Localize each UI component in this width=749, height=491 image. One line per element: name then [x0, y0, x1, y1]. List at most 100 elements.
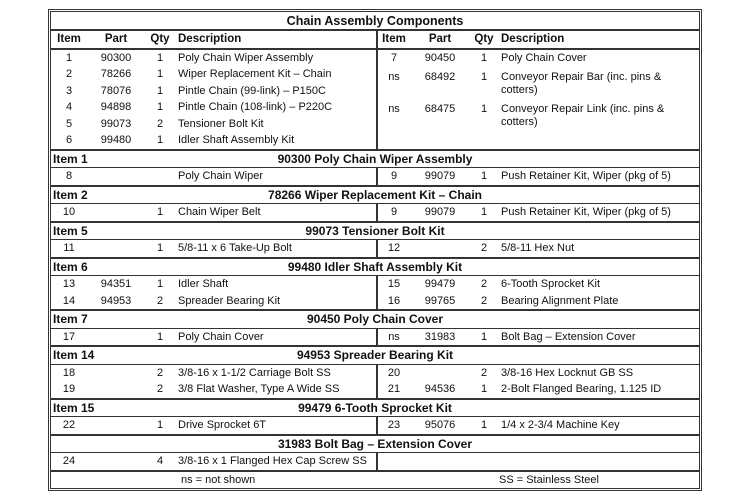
- cell-qty: 1: [156, 84, 164, 97]
- table-row: 18 2 3/8-16 x 1-1/2 Carriage Bolt SS 20 2 3/8…: [51, 364, 699, 381]
- cell-part: 99079: [424, 206, 456, 219]
- cell-desc: Conveyor Repair Link (inc. pins & cotter…: [501, 102, 665, 128]
- cell-part: 78076: [100, 84, 132, 97]
- cell-desc: 3/8 Flat Washer, Type A Wide SS: [178, 383, 340, 396]
- table-row: ns 68475 1 Conveyor Repair Link (inc. pins …: [378, 101, 699, 133]
- cell-desc: Drive Sprocket 6T: [178, 419, 267, 432]
- table-row: 13 94351 1 Idler Shaft 15 99479 2 6-Tooth Sproc…: [51, 276, 699, 293]
- section-header: Item 14 94953 Spreader Bearing Kit: [51, 347, 699, 365]
- cell-part: 90300: [100, 51, 132, 64]
- table-row: 11 1 5/8-11 x 6 Take-Up Bolt 12 2 5/8-11 Hex …: [51, 240, 699, 257]
- cell-part: 94536: [424, 383, 456, 396]
- chain-assembly-components-table: Chain Assembly Components Item Part Qty …: [48, 9, 702, 491]
- header-description: Description: [501, 33, 565, 46]
- section-title: 90300 Poly Chain Wiper Assembly: [277, 151, 473, 166]
- cell-desc: Spreader Bearing Kit: [178, 294, 281, 307]
- section-title: 99073 Tensioner Bolt Kit: [305, 223, 445, 238]
- subassembly-section: Item 15 99479 6-Tooth Sprocket Kit 22 1 Driv…: [51, 400, 699, 436]
- subassembly-section: Item 6 99480 Idler Shaft Assembly Kit 13 94…: [51, 259, 699, 311]
- section-title: 94953 Spreader Bearing Kit: [296, 348, 454, 363]
- cell-item: 14: [62, 294, 76, 307]
- cell-part: 99479: [424, 278, 456, 291]
- cell-desc: 3/8-16 x 1-1/2 Carriage Bolt SS: [178, 366, 331, 379]
- table-row: 4 94898 1 Pintle Chain (108-link) – P220C: [51, 99, 376, 116]
- main-parts-list: 1 90300 1 Poly Chain Wiper Assembly 2 78266 1 W…: [51, 49, 699, 151]
- cell-desc: Poly Chain Wiper Assembly: [178, 51, 314, 64]
- cell-item: 13: [62, 278, 76, 291]
- cell-desc: Push Retainer Kit, Wiper (pkg of 5): [501, 206, 671, 219]
- header-part: Part: [104, 33, 128, 46]
- section-title: 31983 Bolt Bag – Extension Cover: [277, 436, 473, 451]
- section-item-ref: Item 7: [53, 312, 88, 327]
- section-item-ref: Item 15: [53, 400, 95, 415]
- cell-qty: 1: [156, 419, 164, 432]
- cell-item: 7: [390, 51, 398, 64]
- subassembly-section: 31983 Bolt Bag – Extension Cover 24 4 3/8-1…: [51, 436, 699, 472]
- cell-item: 20: [387, 366, 401, 379]
- cell-desc: Push Retainer Kit, Wiper (pkg of 5): [501, 170, 671, 183]
- cell-desc: 3/8-16 Hex Locknut GB SS: [501, 366, 634, 379]
- cell-desc: Poly Chain Cover: [178, 330, 264, 343]
- section-item-ref: Item 1: [53, 151, 88, 166]
- subassembly-section: Item 7 90450 Poly Chain Cover 17 1 Poly Chai…: [51, 311, 699, 347]
- cell-part: 31983: [424, 330, 456, 343]
- section-header: Item 7 90450 Poly Chain Cover: [51, 311, 699, 329]
- cell-desc: Tensioner Bolt Kit: [178, 117, 264, 130]
- cell-item: ns: [388, 70, 400, 83]
- cell-item: 2: [65, 68, 73, 80]
- cell-item: 12: [387, 242, 401, 255]
- cell-desc: Idler Shaft Assembly Kit: [178, 134, 295, 146]
- cell-qty: 1: [156, 278, 164, 291]
- cell-desc: 6-Tooth Sprocket Kit: [501, 278, 601, 291]
- cell-part: 99480: [100, 134, 132, 146]
- cell-item: 6: [65, 134, 73, 146]
- section-header: 31983 Bolt Bag – Extension Cover: [51, 436, 699, 453]
- cell-qty: 1: [156, 51, 164, 64]
- table-row: 19 2 3/8 Flat Washer, Type A Wide SS 21 9453…: [51, 381, 699, 398]
- cell-qty: 1: [156, 330, 164, 343]
- cell-item: 5: [65, 117, 73, 130]
- cell-desc: Conveyor Repair Bar (inc. pins & cotters…: [501, 70, 662, 96]
- cell-qty: 1: [480, 383, 488, 396]
- cell-qty: 1: [480, 419, 488, 432]
- section-header: Item 1 90300 Poly Chain Wiper Assembly: [51, 151, 699, 168]
- section-title: 99480 Idler Shaft Assembly Kit: [287, 259, 463, 274]
- cell-item: 15: [387, 278, 401, 291]
- section-header: Item 6 99480 Idler Shaft Assembly Kit: [51, 259, 699, 276]
- cell-qty: 1: [480, 206, 488, 219]
- cell-item: 17: [62, 330, 76, 343]
- cell-item: 1: [65, 51, 73, 64]
- table-title: Chain Assembly Components: [51, 12, 699, 31]
- cell-item: 19: [62, 383, 76, 396]
- cell-desc: Chain Wiper Belt: [178, 206, 261, 219]
- ss-legend: SS = Stainless Steel: [499, 473, 599, 486]
- cell-desc: 1/4 x 2-3/4 Machine Key: [501, 419, 620, 432]
- cell-qty: 1: [480, 102, 488, 115]
- cell-qty: 1: [156, 68, 164, 80]
- table-row: 8 Poly Chain Wiper 9 99079 1 Push Retainer Ki…: [51, 168, 699, 185]
- section-title: 90450 Poly Chain Cover: [306, 312, 444, 327]
- column-headers: Item Part Qty Description Item Part Qty …: [51, 31, 699, 50]
- ns-legend: ns = not shown: [181, 473, 256, 486]
- cell-qty: 2: [156, 294, 164, 307]
- cell-item: 9: [390, 206, 398, 219]
- header-qty: Qty: [474, 33, 494, 46]
- cell-desc: Bolt Bag – Extension Cover: [501, 330, 636, 343]
- cell-part: 68475: [424, 102, 456, 115]
- section-title: 99479 6-Tooth Sprocket Kit: [298, 400, 452, 415]
- section-header: Item 2 78266 Wiper Replacement Kit – Chai…: [51, 187, 699, 204]
- cell-qty: 2: [156, 383, 164, 396]
- cell-desc: Pintle Chain (99-link) – P150C: [178, 84, 326, 97]
- cell-item: 4: [65, 101, 73, 113]
- cell-desc: Idler Shaft: [178, 278, 229, 291]
- cell-qty: 2: [156, 366, 164, 379]
- section-title: 78266 Wiper Replacement Kit – Chain: [268, 187, 482, 202]
- cell-qty: 4: [156, 455, 164, 468]
- cell-qty: 1: [480, 170, 488, 183]
- cell-part: 94351: [100, 278, 132, 291]
- section-item-ref: Item 2: [53, 187, 88, 202]
- cell-desc: Poly Chain Cover: [501, 51, 587, 64]
- cell-desc: Bearing Alignment Plate: [501, 294, 619, 307]
- cell-part: 78266: [100, 68, 132, 80]
- cell-item: ns: [388, 330, 400, 343]
